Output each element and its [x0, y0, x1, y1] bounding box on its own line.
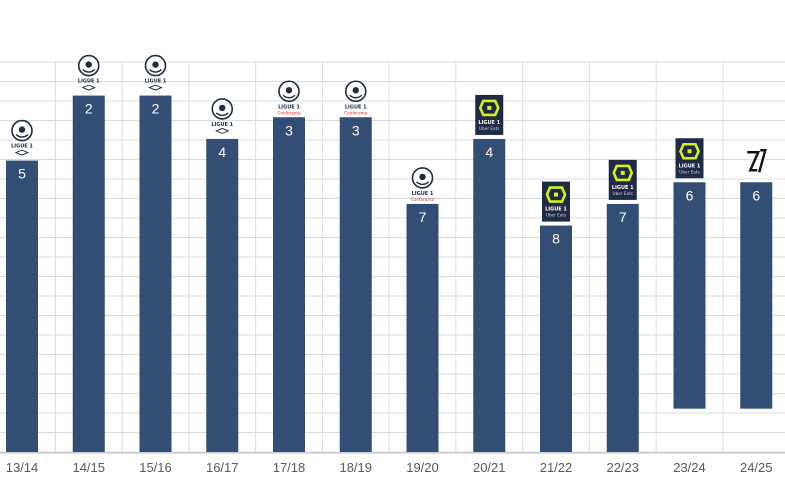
logo-wordmark: LIGUE 1 [345, 104, 367, 110]
ball-center [219, 104, 226, 112]
x-tick-label: 22/23 [606, 460, 639, 475]
ligue1-mcdonalds-logo [747, 149, 767, 173]
logo-wordmark: LIGUE 1 [412, 191, 434, 197]
logo-emblem [14, 149, 30, 156]
x-tick-label: 16/17 [206, 460, 239, 475]
hexagon-dot [620, 170, 625, 175]
ball-arc [282, 94, 296, 99]
ball-center [152, 61, 159, 68]
x-tick-label: 19/20 [406, 460, 439, 475]
logo-wordmark: LIGUE 1 [478, 120, 500, 126]
hexagon-dot [687, 149, 692, 154]
hexagon-dot [554, 192, 558, 197]
bar-value-label: 4 [218, 144, 226, 160]
bar-value-label: 7 [419, 209, 427, 225]
hexagon-mark [478, 99, 500, 117]
logo-wordmark: LIGUE 1 [612, 185, 634, 191]
ball-arc [349, 94, 363, 99]
bar-value-label: 6 [752, 187, 760, 203]
bar-value-label: 4 [485, 144, 493, 160]
ball-arc [149, 69, 162, 73]
bar-value-label: 2 [85, 101, 93, 117]
hexagon-dot [487, 105, 492, 110]
bar-21/22 [540, 225, 572, 452]
ligue1-classic-logo: LIGUE 1 [78, 54, 100, 91]
bars: 5 2 2 4 3 3 7 4 8 7 6 6 [6, 95, 773, 453]
x-tick-label: 13/14 [6, 460, 39, 475]
ball-center [419, 173, 426, 181]
bar-20/21 [473, 138, 506, 452]
logo-sponsor: Conforama [344, 110, 368, 115]
l1-monogram [747, 149, 767, 173]
logo-wordmark: LIGUE 1 [679, 163, 701, 169]
x-axis-ticks: 13/14 14/15 15/16 16/17 17/18 18/19 19/20 20/21… [6, 460, 773, 475]
ball-arc [15, 134, 29, 138]
bar-16/17 [206, 138, 239, 452]
ball-center [18, 126, 26, 133]
bar-19/20 [406, 203, 439, 452]
ball-arc [215, 112, 229, 117]
ligue1-classic-logo: LIGUE 1 [211, 98, 234, 134]
logo-emblem [81, 84, 96, 91]
logo-sponsor: Uber Eats [546, 213, 566, 218]
logo-wordmark: LIGUE 1 [211, 122, 233, 128]
bar-24/25 [740, 182, 773, 409]
bar-value-label: 6 [686, 187, 694, 203]
ball-arc [416, 181, 429, 186]
gridlines [0, 61, 785, 454]
bar-18/19 [339, 117, 372, 452]
bar-value-label: 5 [18, 166, 26, 182]
bar-22/23 [606, 203, 639, 452]
logo-sponsor: Uber Eats [613, 191, 633, 196]
bar-value-label: 3 [352, 122, 360, 138]
bar-13/14 [6, 160, 38, 453]
hexagon-mark [545, 186, 567, 203]
logo-wordmark: LIGUE 1 [145, 79, 167, 85]
x-tick-label: 15/16 [139, 460, 172, 475]
logo-emblem [148, 84, 163, 91]
ligue1-classic-logo: LIGUE 1 [145, 54, 167, 91]
bar-14/15 [72, 95, 105, 452]
logo-wordmark: LIGUE 1 [545, 207, 567, 213]
logo-sponsor: Uber Eats [679, 169, 699, 174]
ligue1-classic-logo: LIGUE 1 [11, 119, 33, 156]
logo-emblem [215, 127, 230, 134]
logo-sponsor: Uber Eats [479, 126, 499, 131]
hexagon-mark [612, 164, 634, 182]
logo-wordmark: LIGUE 1 [78, 79, 100, 85]
logo-wordmark: LIGUE 1 [11, 144, 33, 150]
logo-wordmark: LIGUE 1 [278, 104, 300, 110]
hexagon-mark [679, 142, 700, 160]
x-tick-label: 23/24 [673, 460, 706, 475]
ball-arc [82, 69, 96, 73]
bar-17/18 [273, 117, 305, 452]
bar-value-label: 7 [619, 209, 627, 225]
logo-sponsor: Conforama [277, 110, 301, 115]
ball-center [285, 87, 293, 94]
bar-value-label: 3 [285, 122, 293, 138]
x-tick-label: 14/15 [72, 460, 105, 475]
logo-sponsor: Conforama [411, 197, 435, 202]
bar-15/16 [139, 95, 172, 452]
x-tick-label: 17/18 [273, 460, 306, 475]
x-tick-label: 18/19 [339, 460, 372, 475]
bar-23/24 [673, 182, 706, 409]
ball-center [85, 61, 92, 68]
ball-center [352, 87, 359, 94]
bar-value-label: 2 [152, 101, 160, 117]
x-tick-label: 21/22 [540, 460, 573, 475]
x-tick-label: 24/25 [740, 460, 773, 475]
x-tick-label: 20/21 [473, 460, 506, 475]
bar-value-label: 8 [552, 231, 560, 247]
